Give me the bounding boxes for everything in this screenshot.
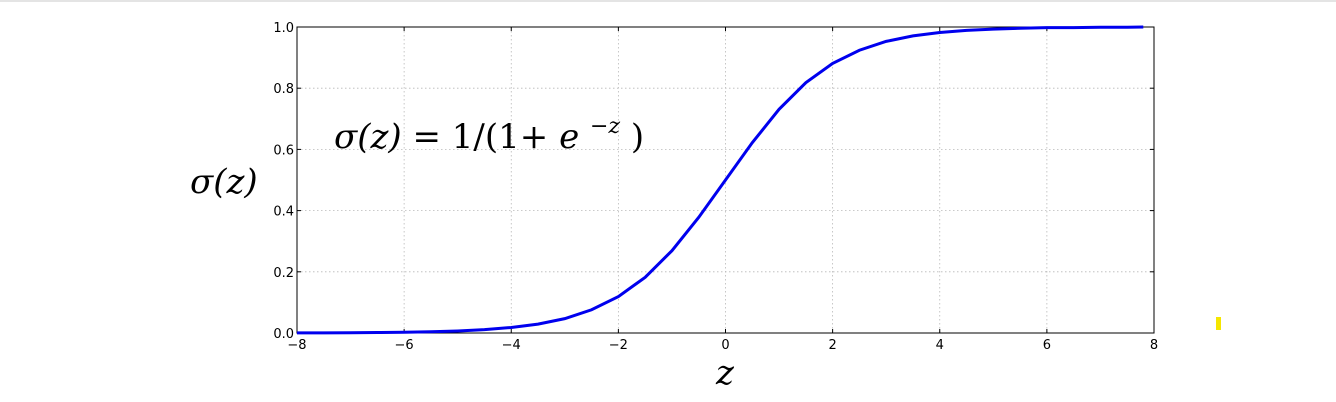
- formula-rhs-prefix: 1/(1+: [452, 117, 548, 157]
- formula-rhs-suffix: ): [631, 117, 644, 157]
- x-tick-label: 0: [721, 338, 729, 353]
- formula-annotation: σ(z) = 1/(1+ e −z ): [334, 102, 644, 157]
- y-tick-label: 1.0: [273, 21, 294, 36]
- highlight-marker: [1216, 317, 1221, 330]
- y-tick-label: 0.8: [273, 82, 294, 97]
- y-tick-label: 0.2: [273, 266, 294, 281]
- x-tick-label: −8: [287, 338, 306, 353]
- y-axis-label: σ(z): [190, 162, 258, 202]
- x-tick-label: 4: [936, 338, 944, 353]
- x-axis-label: z: [715, 353, 735, 393]
- x-tick-label: 2: [828, 338, 836, 353]
- x-tick-label: 6: [1043, 338, 1051, 353]
- formula-exponent: −z: [590, 114, 620, 139]
- y-tick-labels: 0.0 0.2 0.4 0.6 0.8 1.0: [273, 21, 294, 342]
- x-tick-labels: −8 −6 −4 −2 0 2 4 6 8: [287, 338, 1158, 353]
- y-tick-label: 0.4: [273, 205, 294, 220]
- formula-equals: =: [412, 117, 441, 157]
- x-tick-label: −4: [502, 338, 521, 353]
- y-tick-label: 0.0: [273, 327, 294, 342]
- x-tick-label: 8: [1150, 338, 1158, 353]
- formula-base: e: [559, 117, 579, 157]
- formula-lhs: σ(z): [334, 117, 402, 157]
- x-tick-label: −2: [609, 338, 628, 353]
- sigmoid-curve: [296, 25, 1144, 335]
- svg-text:σ(z) = 1/(1+: σ(z) = 1/(1+ e −z ): [334, 102, 644, 157]
- y-tick-label: 0.6: [273, 143, 294, 158]
- x-tick-label: −6: [395, 338, 414, 353]
